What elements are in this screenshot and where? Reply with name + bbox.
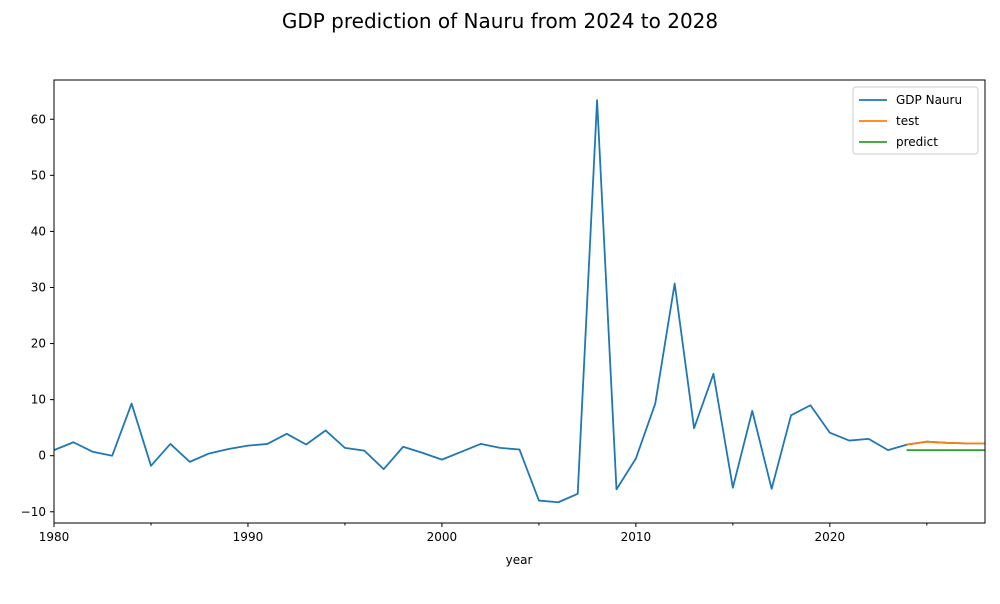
x-axis-label: year	[506, 553, 533, 567]
y-tick-label: 10	[31, 393, 46, 407]
x-tick-label: 1990	[233, 530, 264, 544]
legend-entries: GDP Nauru test predict	[859, 93, 962, 149]
series-line-2	[906, 440, 985, 446]
plot-frame	[53, 79, 986, 524]
y-tick-label: −10	[21, 505, 46, 519]
legend-label-2: test	[896, 114, 919, 128]
series-lines	[54, 99, 985, 504]
x-tick-label: 2010	[621, 530, 652, 544]
x-tick-label: 2000	[427, 530, 458, 544]
x-tick-label: 1980	[39, 530, 70, 544]
x-tick-label: 2020	[815, 530, 846, 544]
legend-label-1: GDP Nauru	[896, 93, 962, 107]
series-line-1	[54, 99, 985, 504]
legend: GDP Nauru test predict	[852, 86, 979, 155]
chart-title: GDP prediction of Nauru from 2024 to 202…	[282, 9, 718, 33]
y-tick-label: 40	[31, 224, 46, 238]
legend-label-3: predict	[896, 135, 938, 149]
y-tick-label: 60	[31, 112, 46, 126]
x-axis: 1980 1990 2000 2010 2020	[39, 523, 928, 544]
legend-frame	[852, 86, 979, 155]
y-axis: −10 0 10 20 30 40 50 60	[21, 112, 54, 519]
y-tick-label: 20	[31, 337, 46, 351]
y-tick-label: 0	[38, 449, 46, 463]
y-tick-label: 30	[31, 280, 46, 294]
y-tick-label: 50	[31, 168, 46, 182]
